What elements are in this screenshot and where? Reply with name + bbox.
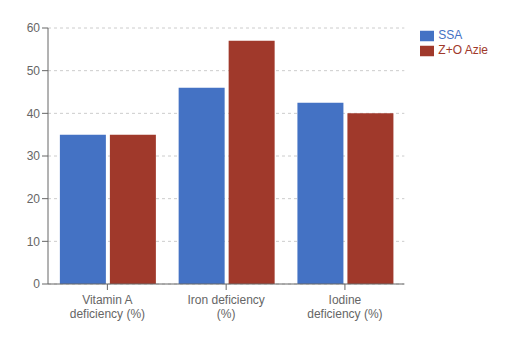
svg-text:Iodinedeficiency (%): Iodinedeficiency (%) (307, 293, 382, 321)
html-text:SSA: SSA (438, 28, 463, 42)
svg-text:10: 10 (27, 235, 41, 249)
svg-text:0: 0 (33, 277, 40, 291)
svg-text:40: 40 (27, 107, 41, 121)
svg-text:60: 60 (27, 21, 41, 35)
html-text:Z+O Azie: Z+O Azie (438, 42, 488, 57)
svg-text:20: 20 (27, 192, 41, 206)
svg-text:50: 50 (27, 64, 41, 78)
svg-text:Iron deficiency(%): Iron deficiency(%) (187, 293, 264, 321)
svg-text:Vitamin Adeficiency (%): Vitamin Adeficiency (%) (70, 293, 145, 321)
svg-text:30: 30 (27, 149, 41, 163)
